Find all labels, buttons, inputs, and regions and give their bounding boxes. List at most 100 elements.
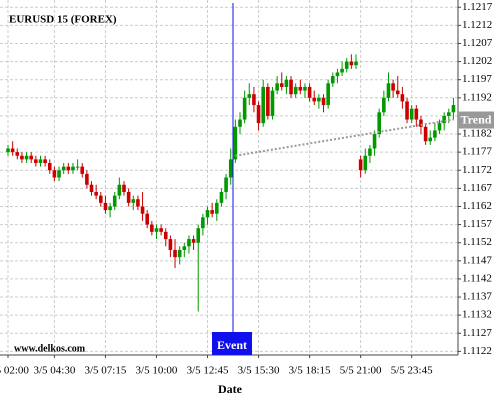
candle-body bbox=[368, 148, 372, 156]
candle-body bbox=[126, 191, 131, 203]
candle-body bbox=[261, 86, 265, 124]
candle-body bbox=[233, 126, 238, 160]
candle-body bbox=[168, 239, 173, 250]
candle-body bbox=[344, 61, 349, 69]
y-tick-label: 1.1182 bbox=[462, 128, 492, 140]
x-tick-label: 3/5 18:15 bbox=[289, 365, 331, 377]
candle-body bbox=[89, 184, 94, 192]
candle-body bbox=[293, 86, 298, 95]
candle-body bbox=[340, 68, 344, 73]
candle-body bbox=[117, 184, 122, 196]
candle-body bbox=[38, 159, 43, 164]
candle-body bbox=[354, 61, 358, 66]
candle-body bbox=[279, 83, 284, 87]
trend-label-box bbox=[458, 111, 494, 129]
candle-body bbox=[386, 83, 391, 98]
candle-body bbox=[75, 166, 80, 168]
candle-body bbox=[228, 159, 233, 178]
candle-body bbox=[140, 206, 145, 214]
watermark: www.delkos.com bbox=[14, 343, 86, 354]
candle-body bbox=[275, 83, 279, 91]
candle-body bbox=[219, 191, 224, 203]
y-tick-label: 1.1132 bbox=[462, 309, 492, 321]
y-tick-label: 1.1137 bbox=[462, 291, 492, 303]
candle-body bbox=[391, 83, 395, 91]
candle-body bbox=[154, 228, 159, 232]
x-tick-label: 5/5 21:00 bbox=[340, 365, 382, 377]
candle-body bbox=[400, 94, 405, 102]
candle-body bbox=[428, 137, 433, 142]
y-tick-label: 1.1177 bbox=[462, 146, 492, 158]
candle-body bbox=[414, 108, 419, 120]
candle-body bbox=[238, 119, 242, 127]
x-tick-label: 3/5 04:30 bbox=[33, 365, 75, 377]
candle-body bbox=[419, 119, 423, 127]
candle-body bbox=[382, 97, 386, 113]
y-tick-label: 1.1212 bbox=[462, 19, 492, 31]
x-tick-label: 3/5 02:00 bbox=[0, 365, 29, 377]
candle-body bbox=[242, 97, 247, 120]
y-tick-label: 1.1172 bbox=[462, 164, 492, 176]
candle-body bbox=[423, 126, 428, 142]
candle-body bbox=[10, 148, 15, 153]
candle-body bbox=[326, 83, 330, 106]
candle-body bbox=[256, 105, 261, 124]
y-tick-label: 1.1127 bbox=[462, 327, 492, 339]
grid bbox=[0, 0, 458, 355]
candle-body bbox=[103, 202, 108, 211]
candle-body bbox=[112, 195, 117, 207]
candle-body bbox=[224, 177, 228, 192]
x-tick-label: 3/5 15:30 bbox=[238, 365, 280, 377]
event-label: Event bbox=[217, 338, 247, 352]
candle-body bbox=[122, 184, 126, 192]
y-tick-label: 1.1157 bbox=[462, 218, 492, 230]
candle-body bbox=[205, 210, 210, 218]
candle-body bbox=[437, 123, 442, 131]
candle-body bbox=[52, 170, 57, 178]
candle-body bbox=[363, 155, 368, 171]
candle-body bbox=[43, 159, 47, 164]
candle-body bbox=[108, 206, 112, 211]
y-tick-label: 1.1192 bbox=[462, 91, 492, 103]
candle-body bbox=[442, 115, 446, 124]
candle-body bbox=[395, 90, 400, 95]
y-tick-label: 1.1217 bbox=[462, 1, 493, 13]
candle-body bbox=[6, 148, 10, 153]
y-tick-label: 1.1142 bbox=[462, 272, 492, 284]
candle-body bbox=[150, 224, 154, 232]
y-tick-label: 1.1152 bbox=[462, 236, 492, 248]
candle-body bbox=[15, 152, 20, 156]
candle-body bbox=[201, 217, 205, 229]
candle-body bbox=[182, 246, 187, 250]
candle-body bbox=[145, 213, 149, 225]
candle-body bbox=[85, 173, 89, 185]
candle-body bbox=[298, 86, 303, 91]
candle-body bbox=[409, 108, 414, 120]
y-tick-label: 1.1162 bbox=[462, 200, 492, 212]
candle-body bbox=[270, 90, 275, 116]
plot bbox=[6, 3, 456, 355]
candle-body bbox=[24, 155, 29, 160]
trend-label: Trend bbox=[461, 112, 492, 126]
candle-body bbox=[433, 130, 437, 138]
candle-body bbox=[61, 166, 66, 171]
candle-body bbox=[252, 94, 256, 106]
candle-body bbox=[57, 170, 61, 178]
candle-body bbox=[191, 239, 196, 243]
candle-body bbox=[317, 97, 321, 102]
candle-body bbox=[159, 228, 163, 232]
candle-body bbox=[447, 112, 451, 116]
candle-body bbox=[289, 79, 293, 95]
event-label-box bbox=[212, 332, 252, 355]
x-axis-title: Date bbox=[218, 382, 243, 396]
candle-body bbox=[163, 231, 168, 240]
candle-body bbox=[29, 155, 33, 160]
candle-body bbox=[196, 228, 201, 243]
candle-body bbox=[131, 199, 136, 203]
candle-body bbox=[307, 86, 312, 98]
y-tick-label: 1.1202 bbox=[462, 55, 492, 67]
candle-body bbox=[405, 101, 409, 120]
candle-body bbox=[136, 199, 140, 207]
